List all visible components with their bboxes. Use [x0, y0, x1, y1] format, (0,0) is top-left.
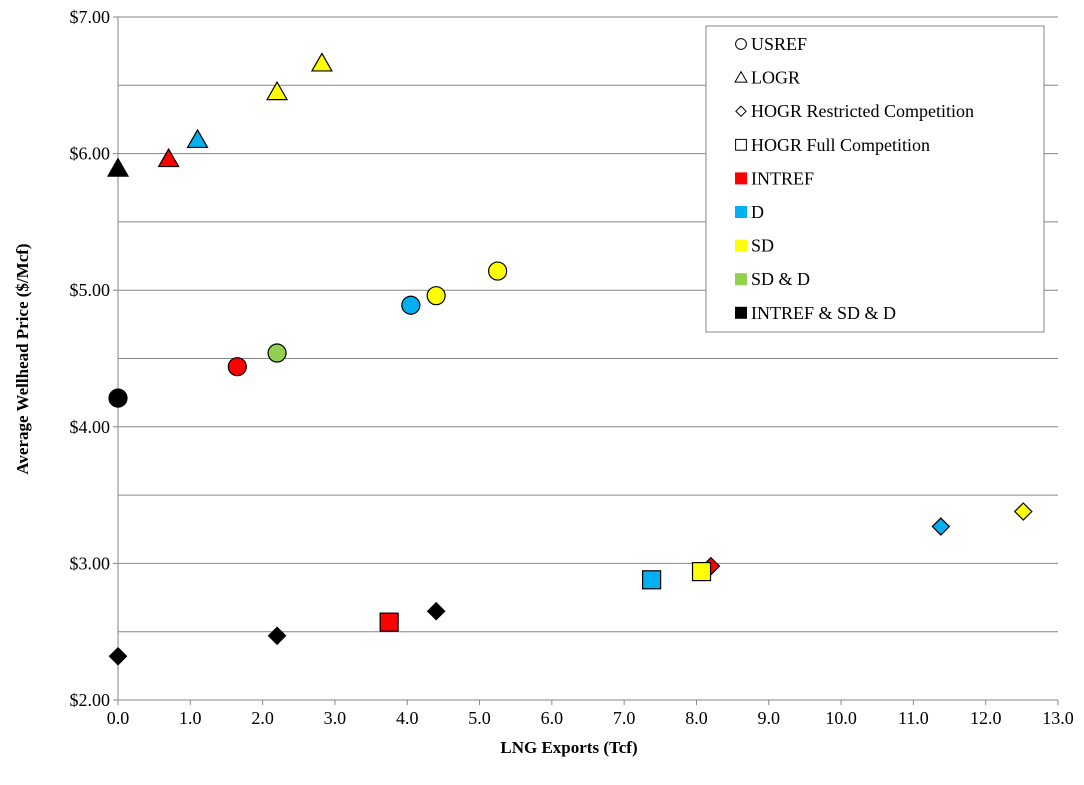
x-tick-label: 8.0	[685, 708, 708, 728]
legend-swatch	[735, 172, 747, 185]
data-point-circle	[401, 295, 421, 315]
data-point-diamond	[426, 601, 446, 621]
axes	[117, 17, 1058, 701]
data-point-diamond	[931, 517, 951, 536]
x-tick-label: 7.0	[613, 708, 636, 728]
x-tick-label: 2.0	[251, 708, 274, 728]
y-tick-label: $5.00	[70, 280, 111, 300]
legend-marker-diamond	[735, 105, 747, 118]
y-tick-label: $2.00	[70, 690, 111, 710]
x-tick-label: 0.0	[107, 708, 130, 728]
data-point-diamond	[267, 626, 287, 646]
data-point-circle	[108, 388, 128, 408]
y-tick-label: $7.00	[70, 7, 111, 27]
x-axis-ticks: 0.0 1.0 2.0 3.0 4.0 5.0 6.0 7.0 8.0 9.0 10.0 11.0 12…	[107, 700, 1074, 728]
data-points	[106, 52, 1033, 666]
data-point-diamond	[108, 646, 128, 666]
x-tick-label: 10.0	[825, 708, 857, 728]
legend-marker-triangle	[734, 70, 748, 83]
legend-symbol	[734, 70, 748, 83]
x-tick-label: 6.0	[541, 708, 564, 728]
y-axis-label: Average Wellhead Price ($/Mcf)	[13, 243, 32, 474]
legend-marker-square	[735, 138, 747, 151]
data-point-square	[691, 561, 712, 582]
legend-label: SD	[751, 236, 774, 256]
legend-symbol	[735, 138, 747, 151]
data-point-square	[642, 570, 662, 590]
data-point-circle	[488, 261, 508, 281]
legend-symbol	[735, 105, 747, 118]
legend-label: SD & D	[751, 269, 810, 289]
legend-label: LOGR	[751, 68, 800, 88]
y-tick-label: $4.00	[70, 417, 111, 437]
legend-swatch	[735, 239, 747, 252]
legend-label: HOGR Restricted Competition	[751, 101, 974, 121]
data-point-circle	[426, 286, 446, 306]
data-point-square	[379, 612, 399, 632]
x-tick-label: 3.0	[324, 708, 347, 728]
legend-label: USREF	[751, 34, 807, 54]
legend: USREF LOGR HOGR Restricted Competition HOGR…	[705, 25, 1045, 333]
legend-label: D	[751, 202, 764, 222]
legend-label: HOGR Full Competition	[751, 135, 930, 155]
x-tick-label: 13.0	[1042, 708, 1074, 728]
legend-swatch	[735, 306, 747, 319]
data-point-triangle	[157, 147, 180, 168]
x-tick-label: 9.0	[758, 708, 781, 728]
x-axis-label: LNG Exports (Tcf)	[500, 738, 637, 757]
x-tick-label: 12.0	[970, 708, 1002, 728]
y-tick-label: $3.00	[70, 553, 111, 573]
x-tick-label: 11.0	[898, 708, 929, 728]
legend-swatch	[735, 273, 747, 286]
data-point-triangle	[310, 52, 333, 72]
data-point-circle	[267, 343, 287, 363]
legend-swatch	[735, 206, 747, 218]
legend-label: INTREF & SD & D	[751, 303, 896, 323]
y-tick-label: $6.00	[70, 144, 111, 164]
data-point-triangle	[266, 80, 289, 101]
legend-marker-circle	[735, 38, 747, 50]
data-point-triangle	[186, 128, 209, 149]
data-point-triangle	[106, 157, 130, 177]
legend-symbol	[735, 38, 747, 50]
y-axis-ticks: $2.00 $3.00 $4.00 $5.00 $6.00 $7.00	[70, 7, 118, 710]
x-tick-label: 1.0	[179, 708, 202, 728]
data-point-diamond	[1013, 502, 1033, 521]
data-point-circle	[227, 357, 247, 377]
legend-label: INTREF	[751, 168, 814, 188]
legend-box	[705, 25, 1045, 333]
x-tick-label: 5.0	[468, 708, 491, 728]
x-tick-label: 4.0	[396, 708, 419, 728]
